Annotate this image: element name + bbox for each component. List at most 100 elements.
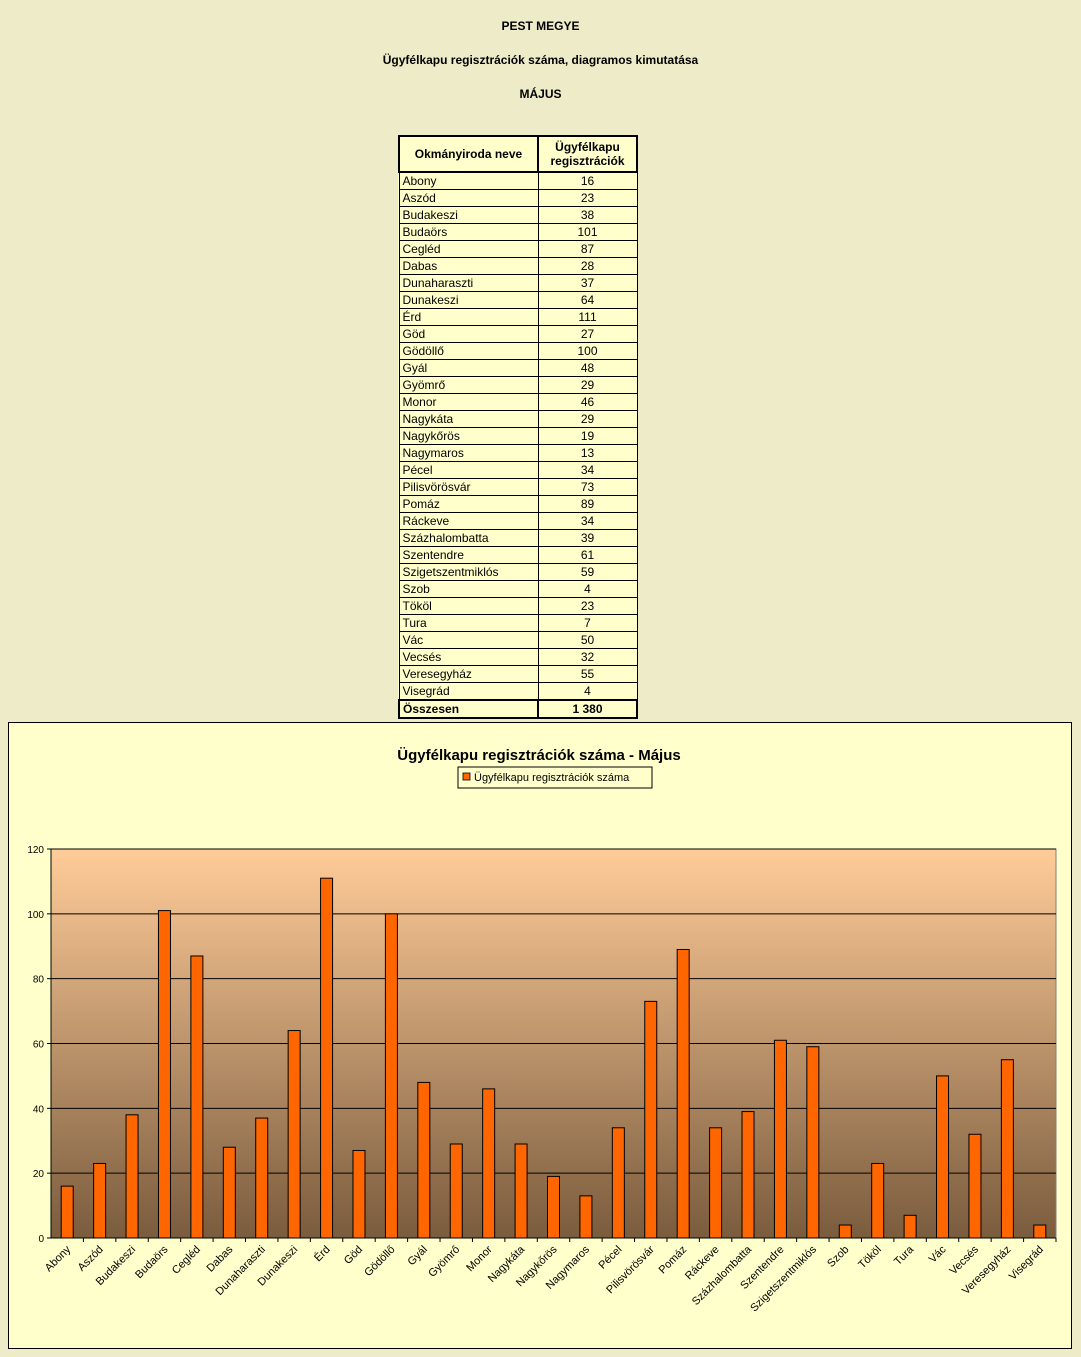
- office-name: Érd: [398, 308, 539, 326]
- table-row: Dabas 28: [398, 257, 638, 275]
- office-name: Pécel: [398, 461, 539, 479]
- x-tick-label: Gyömrő: [426, 1244, 462, 1280]
- registration-count: 13: [537, 444, 638, 462]
- x-tick-label: Pécel: [597, 1244, 625, 1272]
- x-tick-label: Göd: [342, 1244, 365, 1267]
- bar: [547, 1175, 560, 1239]
- x-tick-label: Cegléd: [170, 1244, 203, 1277]
- bar: [838, 1224, 852, 1239]
- y-tick-label: 120: [27, 845, 44, 856]
- bar: [93, 1162, 107, 1239]
- bar: [773, 1039, 787, 1239]
- bar: [611, 1127, 625, 1239]
- bar: [806, 1046, 820, 1239]
- table-row: Pilisvörösvár 73: [398, 478, 638, 496]
- y-tick-label: 80: [33, 975, 45, 986]
- table-row: Dunaharaszti 37: [398, 274, 638, 292]
- bar: [482, 1088, 496, 1239]
- bar: [676, 948, 690, 1239]
- registration-count: 89: [537, 495, 638, 513]
- table-row: Tököl 23: [398, 597, 638, 615]
- bar: [384, 913, 398, 1239]
- table-row: Gyál 48: [398, 359, 638, 377]
- x-tick-label: Dabas: [204, 1243, 235, 1274]
- office-name: Budaörs: [398, 223, 539, 241]
- table-row: Szentendre 61: [398, 546, 638, 564]
- table-row: Vecsés 32: [398, 648, 638, 666]
- column-header-line2: regisztrációk: [550, 154, 625, 168]
- x-tick-label: Monor: [464, 1243, 495, 1274]
- bar: [190, 955, 204, 1239]
- registration-count: 37: [537, 274, 638, 292]
- table-row: Gödöllő 100: [398, 342, 638, 360]
- registration-count: 7: [537, 614, 638, 632]
- registration-count: 38: [537, 206, 638, 224]
- registration-count: 16: [537, 171, 638, 190]
- y-tick-label: 60: [33, 1040, 45, 1051]
- legend-label: Ügyfélkapu regisztrációk száma: [474, 772, 630, 784]
- table-row: Monor 46: [398, 393, 638, 411]
- office-name: Szob: [398, 580, 539, 598]
- office-name: Budakeszi: [398, 206, 539, 224]
- office-name: Dunakeszi: [398, 291, 539, 309]
- office-name: Aszód: [398, 189, 539, 207]
- table-row: Dunakeszi 64: [398, 291, 638, 309]
- office-name: Vác: [398, 631, 539, 649]
- table-row: Visegrád 4: [398, 682, 638, 701]
- registration-count: 34: [537, 512, 638, 530]
- bar: [449, 1143, 463, 1239]
- table-row: Cegléd 87: [398, 240, 638, 258]
- y-tick-label: 20: [33, 1169, 45, 1180]
- office-name: Monor: [398, 393, 539, 411]
- registration-count: 48: [537, 359, 638, 377]
- table-row: Budakeszi 38: [398, 206, 638, 224]
- registration-count: 34: [537, 461, 638, 479]
- bar: [579, 1195, 593, 1239]
- month-title: MÁJUS: [519, 87, 562, 101]
- bar: [968, 1133, 982, 1239]
- registration-count: 61: [537, 546, 638, 564]
- bar: [903, 1214, 917, 1239]
- table-row: Szob 4: [398, 580, 638, 598]
- x-tick-label: Visegrád: [1007, 1244, 1046, 1283]
- bar: [1033, 1224, 1047, 1239]
- registration-count: 28: [537, 257, 638, 275]
- bar: [709, 1127, 723, 1239]
- office-name: Abony: [398, 171, 539, 190]
- x-tick-label: Gödöllő: [362, 1244, 397, 1279]
- office-name: Dunaharaszti: [398, 274, 539, 292]
- office-name: Ráckeve: [398, 512, 539, 530]
- column-header-office: Okmányiroda neve: [398, 135, 539, 173]
- office-name: Visegrád: [398, 682, 539, 701]
- chart-title: Ügyfélkapu regisztrációk száma - Május: [397, 747, 680, 764]
- y-tick-label: 0: [38, 1234, 44, 1245]
- registration-count: 27: [537, 325, 638, 343]
- table-row: Ráckeve 34: [398, 512, 638, 530]
- total-label: Összesen: [398, 699, 539, 719]
- bar: [741, 1111, 755, 1239]
- table-row: Nagykáta 29: [398, 410, 638, 428]
- registration-count: 87: [537, 240, 638, 258]
- table-row: Gyömrő 29: [398, 376, 638, 394]
- bar: [222, 1146, 236, 1239]
- bar: [644, 1000, 658, 1239]
- registration-count: 64: [537, 291, 638, 309]
- bar: [1000, 1059, 1014, 1239]
- table-row: Pomáz 89: [398, 495, 638, 513]
- bar: [352, 1149, 366, 1239]
- table-row: Budaörs 101: [398, 223, 638, 241]
- registration-count: 111: [537, 308, 638, 326]
- office-name: Gödöllő: [398, 342, 539, 360]
- registration-table: Okmányiroda neve Ügyfélkapu regisztráció…: [398, 135, 638, 719]
- office-name: Nagykáta: [398, 410, 539, 428]
- office-name: Göd: [398, 325, 539, 343]
- bar: [157, 910, 171, 1239]
- x-tick-label: Érd: [311, 1243, 332, 1264]
- x-tick-label: Szob: [825, 1244, 851, 1270]
- bar: [320, 877, 334, 1239]
- office-name: Tököl: [398, 597, 539, 615]
- registration-count: 50: [537, 631, 638, 649]
- registration-count: 23: [537, 189, 638, 207]
- total-value: 1 380: [537, 699, 638, 719]
- office-name: Tura: [398, 614, 539, 632]
